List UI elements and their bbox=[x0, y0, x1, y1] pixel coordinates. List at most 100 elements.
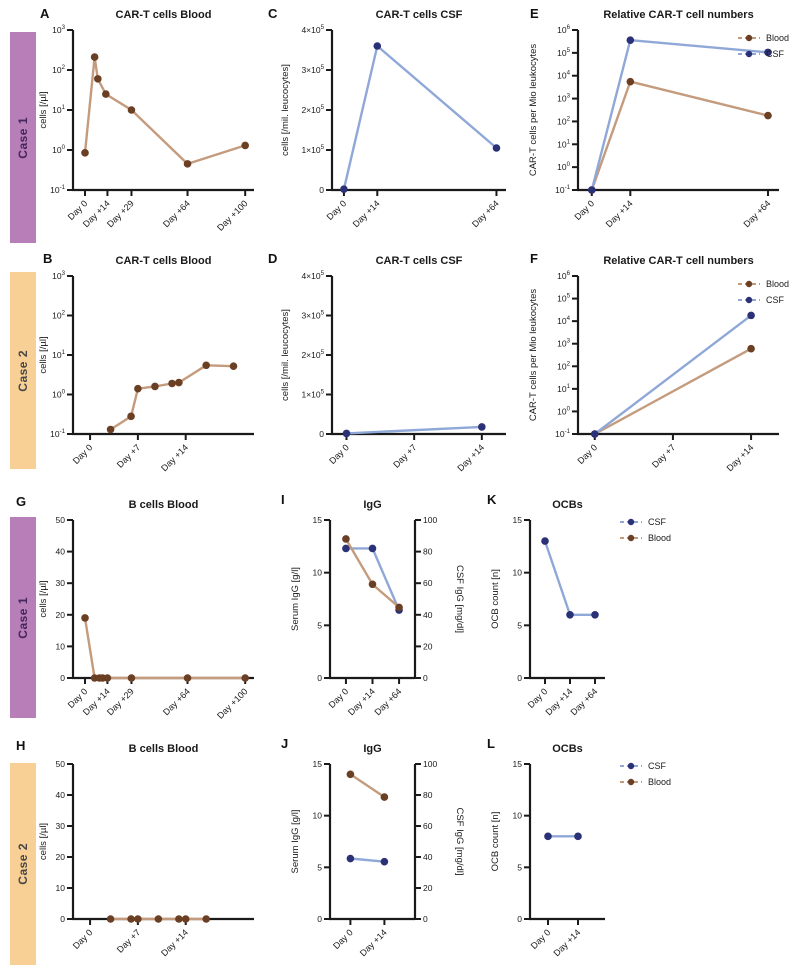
panel-g-label: G bbox=[16, 494, 27, 509]
svg-text:Day +64: Day +64 bbox=[161, 686, 192, 717]
svg-text:50: 50 bbox=[56, 759, 66, 769]
svg-text:10: 10 bbox=[313, 568, 323, 578]
svg-text:5: 5 bbox=[517, 862, 522, 872]
svg-text:3×105: 3×105 bbox=[301, 310, 324, 321]
panel-c-chart-cart-csf-case1: CAR-T cells CSF 0 1×105 2×105 3×105 4×105 Day … bbox=[266, 2, 518, 248]
svg-text:CAR-T cells Blood: CAR-T cells Blood bbox=[116, 9, 212, 21]
svg-text:104: 104 bbox=[557, 315, 570, 326]
svg-text:Day 0: Day 0 bbox=[529, 927, 553, 951]
svg-text:10-1: 10-1 bbox=[555, 428, 570, 439]
svg-text:cells [/mil. leucocytes]: cells [/mil. leucocytes] bbox=[280, 309, 291, 401]
svg-text:Day +100: Day +100 bbox=[215, 686, 249, 720]
svg-text:103: 103 bbox=[557, 93, 570, 104]
panel-d-chart-cart-csf-case2: CAR-T cells CSF 0 1×105 2×105 3×105 4×105 Day … bbox=[266, 248, 518, 492]
svg-text:20: 20 bbox=[423, 883, 433, 893]
svg-text:106: 106 bbox=[557, 24, 570, 35]
svg-text:5: 5 bbox=[317, 620, 322, 630]
svg-text:15: 15 bbox=[513, 759, 523, 769]
svg-text:Day +64: Day +64 bbox=[470, 198, 501, 229]
svg-text:10: 10 bbox=[56, 641, 66, 651]
svg-text:10-1: 10-1 bbox=[555, 184, 570, 195]
svg-text:2×105: 2×105 bbox=[301, 349, 324, 360]
svg-text:100: 100 bbox=[557, 161, 570, 172]
svg-text:10-1: 10-1 bbox=[50, 184, 65, 195]
svg-text:10: 10 bbox=[513, 811, 523, 821]
svg-text:Day +14: Day +14 bbox=[358, 927, 389, 958]
svg-text:10-1: 10-1 bbox=[50, 428, 65, 439]
svg-text:Day +64: Day +64 bbox=[161, 198, 192, 229]
svg-text:Day +29: Day +29 bbox=[105, 686, 136, 717]
panel-i-chart-igg-case1: IgG 0 5 10 15 0 20 40 60 80 100 CSF IgG [mg/dl] Day … bbox=[268, 492, 468, 736]
svg-text:30: 30 bbox=[56, 578, 66, 588]
svg-text:CAR-T cells per Mio leukocytes: CAR-T cells per Mio leukocytes bbox=[528, 289, 539, 422]
svg-text:Day +64: Day +64 bbox=[373, 686, 404, 717]
svg-text:106: 106 bbox=[557, 270, 570, 281]
panel-j-chart-igg-case2: IgG 0 5 10 15 0 20 40 60 80 100 CSF IgG [mg/dl] Day … bbox=[268, 736, 468, 977]
svg-text:102: 102 bbox=[52, 64, 65, 75]
svg-text:4×105: 4×105 bbox=[301, 24, 324, 35]
svg-text:40: 40 bbox=[56, 790, 66, 800]
svg-text:B cells Blood: B cells Blood bbox=[129, 743, 199, 755]
panel-a-label: A bbox=[40, 6, 50, 21]
panel-l-label: L bbox=[487, 736, 495, 751]
svg-text:40: 40 bbox=[56, 547, 66, 557]
svg-text:cells [/µl]: cells [/µl] bbox=[38, 91, 49, 128]
svg-text:20: 20 bbox=[56, 852, 66, 862]
svg-text:3×105: 3×105 bbox=[301, 64, 324, 75]
panel-l-chart-ocbs-case2: OCBs 0 5 10 15 Day 0 Day +14 OCB count [n] CSF Bl… bbox=[470, 736, 800, 977]
svg-text:IgG: IgG bbox=[363, 499, 381, 511]
svg-text:80: 80 bbox=[423, 790, 433, 800]
svg-text:Serum IgG [g/l]: Serum IgG [g/l] bbox=[290, 567, 301, 631]
svg-text:Day 0: Day 0 bbox=[331, 927, 355, 951]
svg-text:5: 5 bbox=[517, 620, 522, 630]
svg-text:Relative CAR-T cell numbers: Relative CAR-T cell numbers bbox=[603, 255, 753, 267]
svg-text:Relative CAR-T cell numbers: Relative CAR-T cell numbers bbox=[603, 9, 753, 21]
panel-e-label: E bbox=[530, 6, 539, 21]
svg-text:60: 60 bbox=[423, 578, 433, 588]
svg-text:10: 10 bbox=[56, 883, 66, 893]
svg-text:15: 15 bbox=[313, 759, 323, 769]
svg-text:cells [/µl]: cells [/µl] bbox=[38, 823, 49, 860]
svg-text:Day 0: Day 0 bbox=[71, 927, 95, 951]
svg-text:Day +29: Day +29 bbox=[105, 198, 136, 229]
svg-text:2×105: 2×105 bbox=[301, 104, 324, 115]
svg-text:0: 0 bbox=[317, 673, 322, 683]
svg-text:Day +7: Day +7 bbox=[650, 442, 677, 469]
svg-text:105: 105 bbox=[557, 293, 570, 304]
svg-text:CSF: CSF bbox=[648, 517, 667, 527]
panel-h-chart-bcells-case2: B cells Blood 0 10 20 30 40 50 Day 0 Day +7 Day +… bbox=[38, 736, 266, 977]
case-1-sidebar-row3: Case 1 bbox=[10, 517, 36, 718]
svg-text:Day 0: Day 0 bbox=[572, 198, 596, 222]
panel-e-chart-relative-cart-case1: Relative CAR-T cell numbers 10-1 100 101 102… bbox=[520, 2, 804, 248]
panel-h-label: H bbox=[16, 738, 26, 753]
svg-text:100: 100 bbox=[52, 144, 65, 155]
svg-text:IgG: IgG bbox=[363, 743, 381, 755]
svg-text:Day 0: Day 0 bbox=[575, 442, 599, 466]
case-1-sidebar-row1: Case 1 bbox=[10, 32, 36, 243]
svg-text:0: 0 bbox=[319, 185, 324, 195]
panel-a-chart-cart-blood-case1: CAR-T cells Blood 10-1 100 101 102 103 Day 0 Da… bbox=[38, 2, 266, 248]
svg-text:15: 15 bbox=[513, 515, 523, 525]
svg-text:104: 104 bbox=[557, 70, 570, 81]
svg-text:102: 102 bbox=[52, 310, 65, 321]
svg-text:Blood: Blood bbox=[766, 279, 789, 289]
svg-text:20: 20 bbox=[423, 641, 433, 651]
svg-text:Day +64: Day +64 bbox=[741, 198, 772, 229]
svg-text:100: 100 bbox=[423, 515, 437, 525]
svg-text:Day +14: Day +14 bbox=[604, 198, 635, 229]
panel-b-label: B bbox=[43, 251, 53, 266]
svg-text:Day +7: Day +7 bbox=[391, 442, 418, 469]
svg-text:0: 0 bbox=[423, 673, 428, 683]
case-2-label: Case 2 bbox=[16, 843, 30, 885]
svg-text:0: 0 bbox=[60, 914, 65, 924]
svg-text:Day +7: Day +7 bbox=[115, 442, 142, 469]
panel-f-label: F bbox=[530, 251, 538, 266]
panel-f-chart-relative-cart-case2: Relative CAR-T cell numbers 10-1 100 101 102… bbox=[520, 248, 804, 492]
case-2-label: Case 2 bbox=[16, 349, 30, 392]
svg-text:B cells Blood: B cells Blood bbox=[129, 499, 199, 511]
svg-text:0: 0 bbox=[517, 914, 522, 924]
svg-text:1×105: 1×105 bbox=[301, 144, 324, 155]
svg-text:1×105: 1×105 bbox=[301, 389, 324, 400]
svg-text:Day +14: Day +14 bbox=[159, 442, 190, 473]
